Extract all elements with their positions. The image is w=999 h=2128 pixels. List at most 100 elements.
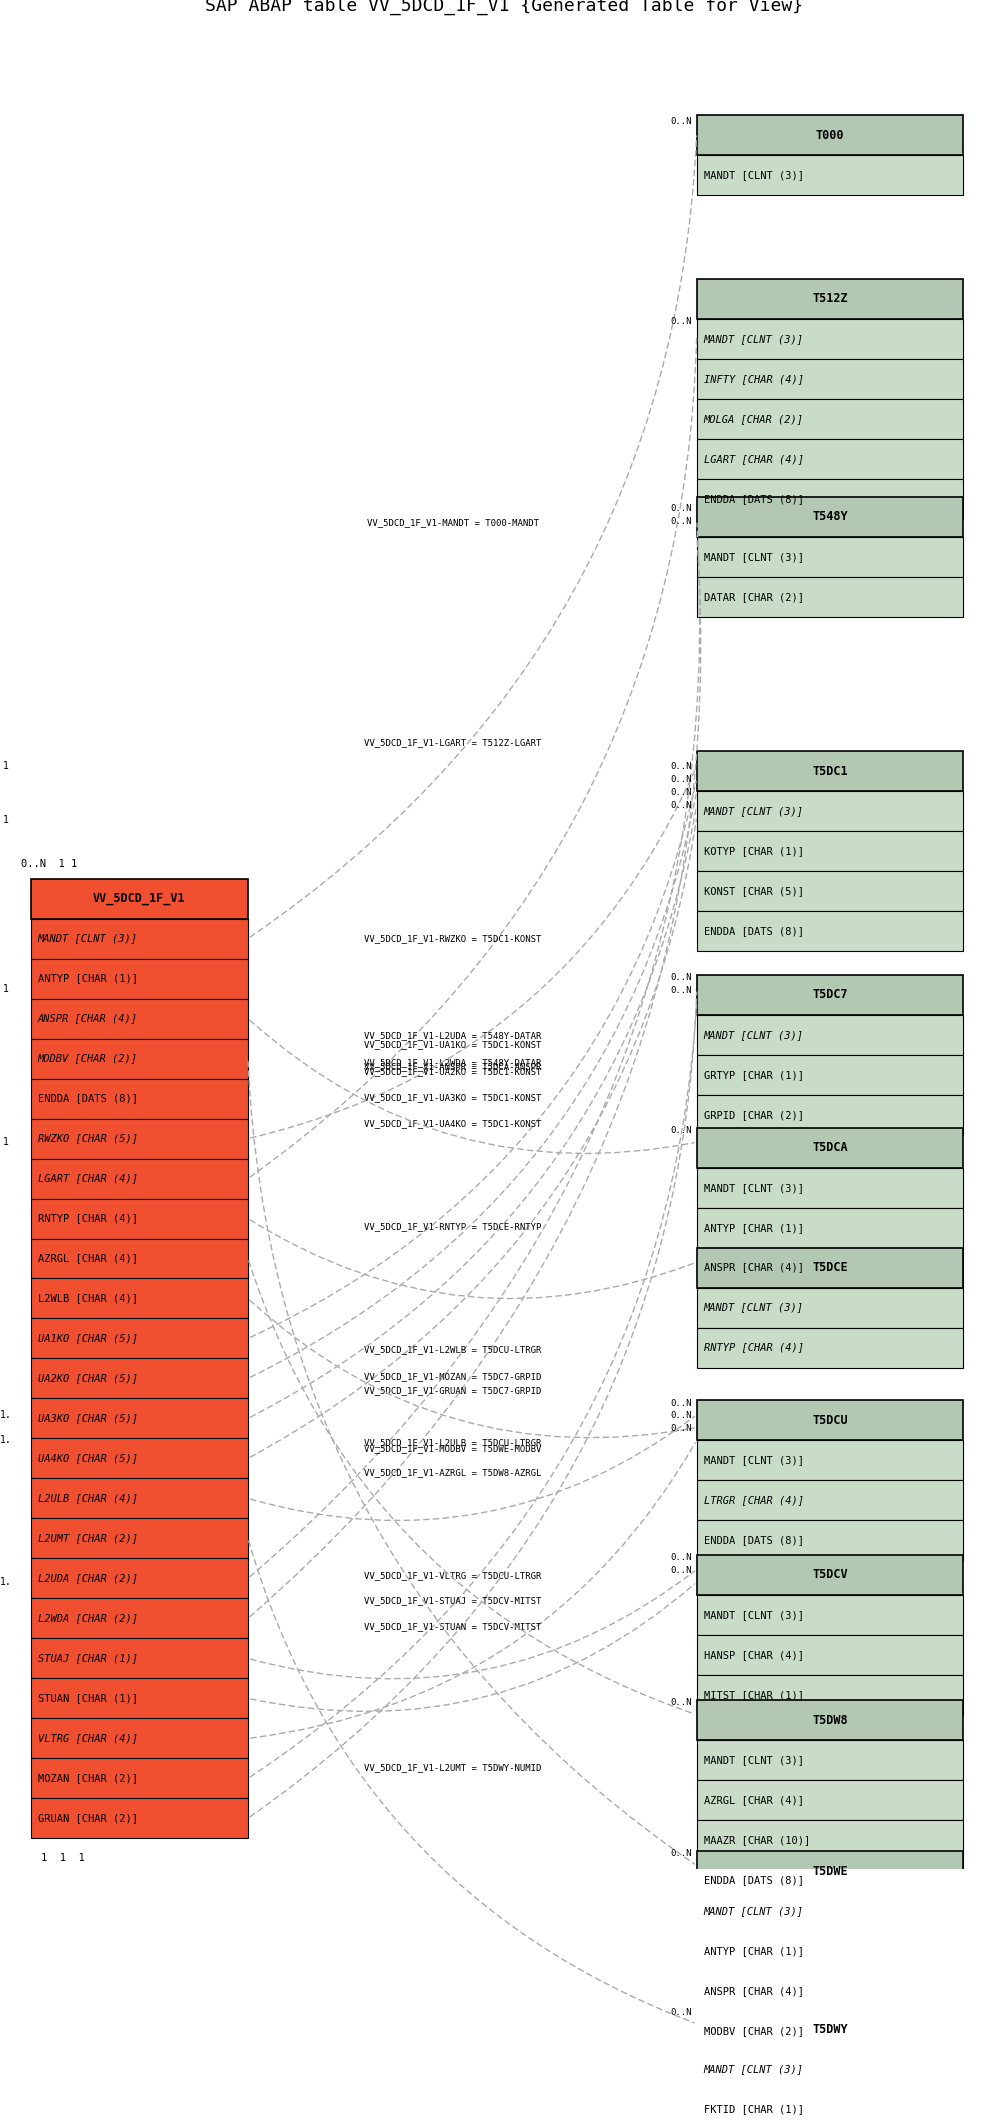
Text: 0..N: 0..N — [670, 800, 691, 809]
Bar — [696, 1860, 963, 1900]
Text: 0..N: 0..N — [670, 762, 691, 770]
Bar — [696, 1168, 963, 1207]
Text: 1: 1 — [3, 762, 9, 770]
Text: T5DC1: T5DC1 — [812, 764, 848, 779]
Text: 0..N: 0..N — [670, 2007, 691, 2017]
Text: 0..N: 0..N — [670, 1411, 691, 1419]
Bar — [31, 1598, 248, 1639]
Text: 0..N: 0..N — [670, 972, 691, 983]
Text: ENDDA [DATS (8)]: ENDDA [DATS (8)] — [703, 1875, 803, 1885]
Text: UA4KO [CHAR (5)]: UA4KO [CHAR (5)] — [38, 1453, 138, 1464]
Bar — [31, 1158, 248, 1198]
Text: 1.: 1. — [0, 1434, 12, 1445]
Bar — [696, 1481, 963, 1519]
Text: UA1KO [CHAR (5)]: UA1KO [CHAR (5)] — [38, 1334, 138, 1343]
Text: L2ULB [CHAR (4)]: L2ULB [CHAR (4)] — [38, 1494, 138, 1504]
Text: T5DC7: T5DC7 — [812, 987, 848, 1002]
Bar — [696, 870, 963, 911]
Text: VLTRG [CHAR (4)]: VLTRG [CHAR (4)] — [38, 1734, 138, 1743]
Bar — [696, 479, 963, 519]
Text: 0..N: 0..N — [670, 317, 691, 326]
Text: MANDT [CLNT (3)]: MANDT [CLNT (3)] — [703, 1907, 803, 1915]
Text: UA3KO [CHAR (5)]: UA3KO [CHAR (5)] — [38, 1413, 138, 1424]
Text: 0..N: 0..N — [670, 117, 691, 126]
Text: VV_5DCD_1F_V1-MANDT = T000-MANDT: VV_5DCD_1F_V1-MANDT = T000-MANDT — [367, 517, 538, 528]
Text: T000: T000 — [815, 128, 844, 143]
Text: VV_5DCD_1F_V1-UA1KO = T5DC1-KONST: VV_5DCD_1F_V1-UA1KO = T5DC1-KONST — [364, 1041, 541, 1049]
Text: 0..N: 0..N — [670, 1553, 691, 1562]
Text: T5DCA: T5DCA — [812, 1141, 848, 1153]
Text: VV_5DCD_1F_V1-UA2KO = T5DC1-KONST: VV_5DCD_1F_V1-UA2KO = T5DC1-KONST — [364, 1066, 541, 1077]
Bar — [696, 1556, 963, 1594]
Bar — [31, 1519, 248, 1558]
Bar — [696, 1096, 963, 1134]
Text: MANDT [CLNT (3)]: MANDT [CLNT (3)] — [703, 170, 803, 181]
Text: 1  1  1: 1 1 1 — [41, 1853, 85, 1862]
Bar — [31, 1719, 248, 1758]
Bar — [696, 1741, 963, 1781]
Text: L2WDA [CHAR (2)]: L2WDA [CHAR (2)] — [38, 1613, 138, 1624]
Text: LGART [CHAR (4)]: LGART [CHAR (4)] — [703, 453, 803, 464]
Text: RWZKO [CHAR (5)]: RWZKO [CHAR (5)] — [38, 1134, 138, 1143]
Text: VV_5DCD_1F_V1-AZRGL = T5DW8-AZRGL: VV_5DCD_1F_V1-AZRGL = T5DW8-AZRGL — [364, 1468, 541, 1477]
Text: 0..N: 0..N — [670, 1698, 691, 1707]
Text: 0..N: 0..N — [670, 985, 691, 996]
Text: ENDDA [DATS (8)]: ENDDA [DATS (8)] — [38, 1094, 138, 1104]
Bar — [696, 1819, 963, 1860]
Bar — [31, 1319, 248, 1358]
Bar — [31, 1198, 248, 1238]
Bar — [696, 319, 963, 360]
Bar — [696, 1207, 963, 1247]
Text: T512Z: T512Z — [812, 292, 848, 304]
Text: VV_5DCD_1F_V1-MODBV = T5DWE-MODBV: VV_5DCD_1F_V1-MODBV = T5DWE-MODBV — [364, 1445, 541, 1453]
Bar — [696, 155, 963, 196]
Bar — [31, 1479, 248, 1519]
Text: L2UMT [CHAR (2)]: L2UMT [CHAR (2)] — [38, 1534, 138, 1543]
Bar — [31, 879, 248, 919]
Bar — [696, 751, 963, 792]
Text: T5DCV: T5DCV — [812, 1568, 848, 1581]
Bar — [696, 398, 963, 438]
Text: 0..N: 0..N — [670, 1424, 691, 1432]
Text: 0..N: 0..N — [670, 775, 691, 783]
Text: VV_5DCD_1F_V1-MOZAN = T5DC7-GRPID: VV_5DCD_1F_V1-MOZAN = T5DC7-GRPID — [364, 1373, 541, 1381]
Bar — [31, 1398, 248, 1439]
Text: 1: 1 — [3, 985, 9, 994]
Text: MANDT [CLNT (3)]: MANDT [CLNT (3)] — [703, 1756, 803, 1766]
Bar — [696, 1675, 963, 1715]
Text: MOZAN [CHAR (2)]: MOZAN [CHAR (2)] — [38, 1773, 138, 1783]
Text: T548Y: T548Y — [812, 511, 848, 523]
Text: LTRGR [CHAR (4)]: LTRGR [CHAR (4)] — [703, 1496, 803, 1504]
Bar — [696, 279, 963, 319]
Bar — [31, 919, 248, 958]
Bar — [696, 1851, 963, 1892]
Text: VV_5DCD_1F_V1-L2UDA = T548Y-DATAR: VV_5DCD_1F_V1-L2UDA = T548Y-DATAR — [364, 1032, 541, 1041]
Bar — [696, 2049, 963, 2090]
Text: 0..N: 0..N — [670, 787, 691, 796]
Bar — [696, 536, 963, 577]
Text: 0..N: 0..N — [670, 1126, 691, 1134]
Text: 0..N: 0..N — [670, 1849, 691, 1858]
Text: 1: 1 — [3, 1136, 9, 1147]
Bar — [696, 1128, 963, 1168]
Bar — [31, 1038, 248, 1079]
Bar — [696, 1015, 963, 1055]
Bar — [696, 1441, 963, 1481]
Bar — [696, 496, 963, 536]
Bar — [696, 1247, 963, 1287]
Bar — [31, 1679, 248, 1719]
Text: MANDT [CLNT (3)]: MANDT [CLNT (3)] — [703, 1183, 803, 1192]
Bar — [31, 1798, 248, 1839]
Bar — [696, 1519, 963, 1560]
Text: 0..N  1 1: 0..N 1 1 — [21, 860, 77, 870]
Text: 1: 1 — [3, 815, 9, 826]
Text: RNTYP [CHAR (4)]: RNTYP [CHAR (4)] — [703, 1343, 803, 1353]
Text: ANTYP [CHAR (1)]: ANTYP [CHAR (1)] — [703, 1947, 803, 1956]
Bar — [31, 998, 248, 1038]
Text: VV_5DCD_1F_V1-RNTYP = T5DCE-RNTYP: VV_5DCD_1F_V1-RNTYP = T5DCE-RNTYP — [364, 1221, 541, 1232]
Text: UA2KO [CHAR (5)]: UA2KO [CHAR (5)] — [38, 1373, 138, 1383]
Text: L2UDA [CHAR (2)]: L2UDA [CHAR (2)] — [38, 1573, 138, 1583]
Text: 0..N: 0..N — [670, 517, 691, 526]
Bar — [696, 792, 963, 832]
Text: MANDT [CLNT (3)]: MANDT [CLNT (3)] — [703, 1030, 803, 1041]
